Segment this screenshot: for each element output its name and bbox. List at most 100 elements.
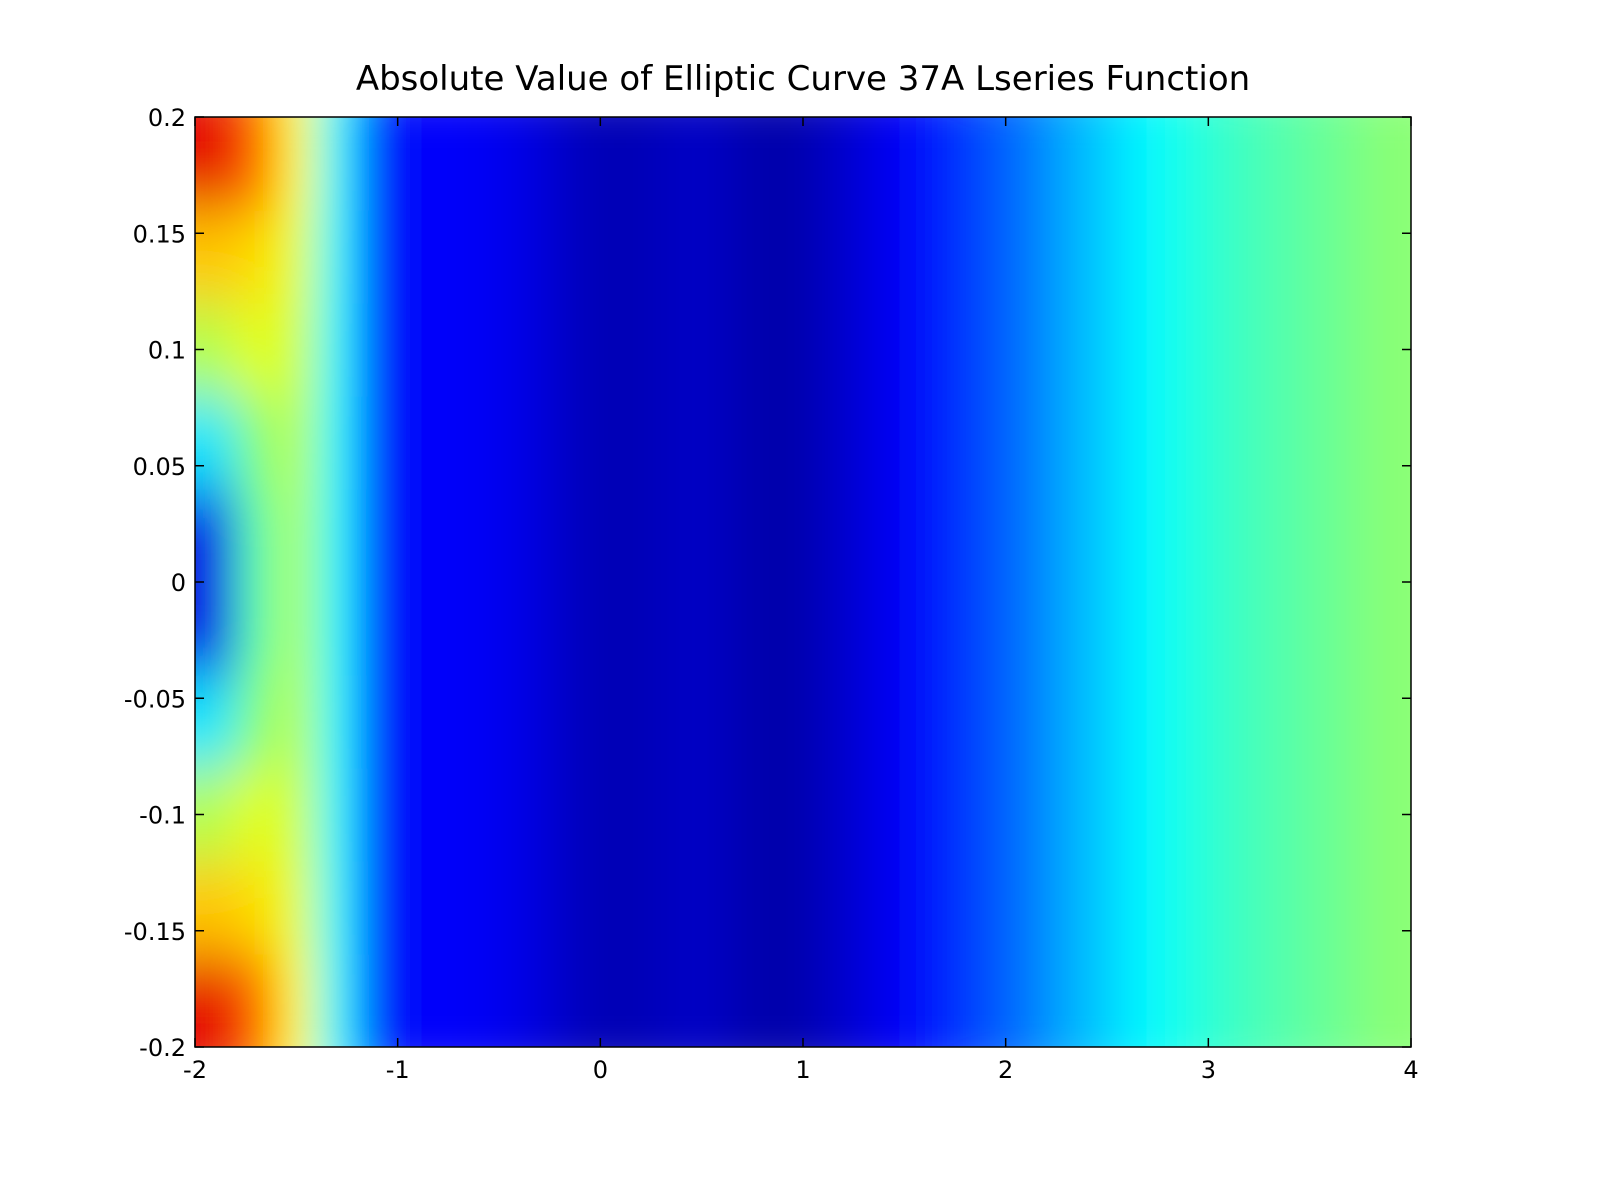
heatmap-cell	[1045, 860, 1088, 955]
heatmap-cell	[802, 953, 845, 1047]
heatmap-cell	[640, 767, 682, 862]
heatmap-cell	[1167, 953, 1209, 1047]
heatmap-cell	[1126, 209, 1169, 304]
heatmap-cell	[599, 209, 642, 304]
y-tick-label: 0.05	[133, 453, 186, 481]
heatmap-cell	[1045, 767, 1088, 862]
heatmap-cell	[1369, 581, 1411, 676]
heatmap-cell	[680, 117, 723, 211]
heatmap-cell	[275, 581, 318, 676]
heatmap-cell	[559, 767, 601, 862]
heatmap-cell	[680, 395, 723, 490]
heatmap-cell	[1288, 117, 1331, 211]
x-tick-label: -1	[386, 1056, 410, 1084]
heatmap-cell	[883, 674, 926, 769]
heatmap-cell	[1086, 581, 1128, 676]
x-tick-label: 1	[795, 1056, 810, 1084]
heatmap-cell	[559, 674, 601, 769]
heatmap-cell	[964, 488, 1007, 583]
heatmap-cell	[195, 674, 237, 769]
heatmap-cell	[680, 302, 723, 397]
heatmap-cell	[1288, 674, 1331, 769]
heatmap-cell	[275, 209, 318, 304]
heatmap-cell	[1329, 953, 1372, 1047]
heatmap-cell	[1369, 209, 1411, 304]
y-tick-label: -0.2	[139, 1034, 186, 1062]
heatmap-cell	[1005, 581, 1047, 676]
y-tick-label: 0.15	[133, 220, 186, 248]
heatmap-cell	[234, 953, 277, 1047]
heatmap-cell	[924, 674, 966, 769]
heatmap-cell	[1369, 488, 1411, 583]
heatmap-cell	[478, 860, 520, 955]
heatmap-cell	[397, 674, 439, 769]
heatmap-cell	[478, 767, 520, 862]
heatmap-cell	[397, 395, 439, 490]
heatmap-cell	[559, 395, 601, 490]
heatmap-cell	[1086, 395, 1128, 490]
heatmap-cell	[397, 860, 439, 955]
heatmap-cell	[964, 767, 1007, 862]
heatmap-cell	[518, 581, 561, 676]
heatmap-cell	[1329, 117, 1372, 211]
heatmap-cell	[1288, 395, 1331, 490]
heatmap-cell	[1248, 581, 1290, 676]
heatmap-cell	[437, 395, 480, 490]
heatmap-cell	[316, 117, 358, 211]
y-tick-label: -0.15	[124, 918, 186, 946]
heatmap-cell	[842, 209, 885, 304]
heatmap-cell	[1167, 674, 1209, 769]
heatmap-cell	[1086, 117, 1128, 211]
heatmap-cell	[559, 488, 601, 583]
heatmap-cell	[559, 117, 601, 211]
heatmap-cell	[1248, 302, 1290, 397]
heatmap-cell	[842, 860, 885, 955]
heatmap-cell	[599, 302, 642, 397]
heatmap-cell	[275, 395, 318, 490]
heatmap-cell	[680, 209, 723, 304]
heatmap-cell	[640, 209, 682, 304]
heatmap-cell	[437, 209, 480, 304]
heatmap-cell	[1369, 860, 1411, 955]
heatmap-cell	[316, 953, 358, 1047]
heatmap-cell	[761, 117, 804, 211]
heatmap-cell	[1248, 953, 1290, 1047]
heatmap-cell	[1167, 860, 1209, 955]
heatmap-cell	[518, 302, 561, 397]
heatmap-cell	[721, 488, 764, 583]
heatmap-cell	[721, 209, 764, 304]
heatmap-cell	[518, 117, 561, 211]
heatmap-cell	[1086, 209, 1128, 304]
heatmap-cell	[1288, 860, 1331, 955]
heatmap-cell	[437, 860, 480, 955]
heatmap-cell	[1207, 767, 1250, 862]
y-tick-label: -0.05	[124, 685, 186, 713]
heatmap-cell	[518, 395, 561, 490]
x-tick-label: 3	[1201, 1056, 1216, 1084]
heatmap-cell	[356, 953, 399, 1047]
heatmap-cell	[1288, 302, 1331, 397]
heatmap-cell	[924, 953, 966, 1047]
heatmap-cell	[518, 860, 561, 955]
heatmap-cell	[761, 488, 804, 583]
heatmap-cell	[234, 302, 277, 397]
heatmap-cell	[234, 117, 277, 211]
heatmap-cell	[478, 674, 520, 769]
heatmap-cell	[356, 767, 399, 862]
heatmap-cell	[680, 674, 723, 769]
heatmap-cell	[1288, 581, 1331, 676]
heatmap-cell	[356, 395, 399, 490]
heatmap-cell	[1005, 767, 1047, 862]
heatmap-cell	[1005, 488, 1047, 583]
heatmap-cell	[559, 581, 601, 676]
heatmap-cell	[559, 860, 601, 955]
heatmap-cell	[1288, 209, 1331, 304]
heatmap-cell	[559, 953, 601, 1047]
heatmap-cell	[397, 953, 439, 1047]
heatmap-cell	[356, 581, 399, 676]
heatmap-cell	[397, 302, 439, 397]
heatmap-cell	[1329, 302, 1372, 397]
heatmap-cell	[1329, 395, 1372, 490]
heatmap-cell	[802, 209, 845, 304]
heatmap-cell	[316, 674, 358, 769]
